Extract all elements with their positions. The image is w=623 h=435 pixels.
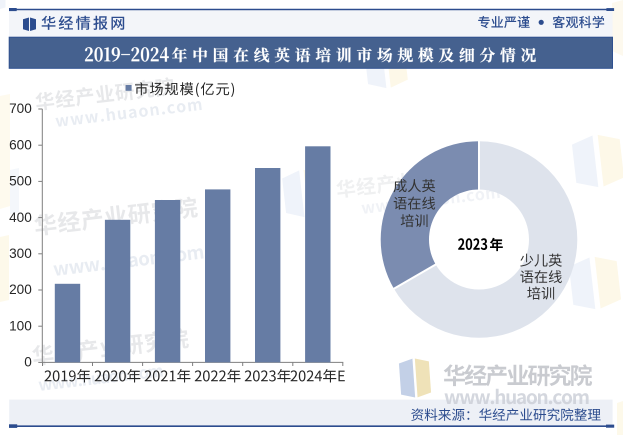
svg-text:500: 500 (9, 174, 32, 189)
svg-text:700: 700 (9, 101, 32, 116)
svg-text:400: 400 (9, 210, 32, 225)
svg-text:300: 300 (9, 246, 32, 261)
svg-text:0: 0 (24, 355, 32, 370)
svg-text:200: 200 (9, 282, 32, 297)
svg-text:600: 600 (9, 137, 32, 152)
svg-text:100: 100 (9, 318, 32, 333)
